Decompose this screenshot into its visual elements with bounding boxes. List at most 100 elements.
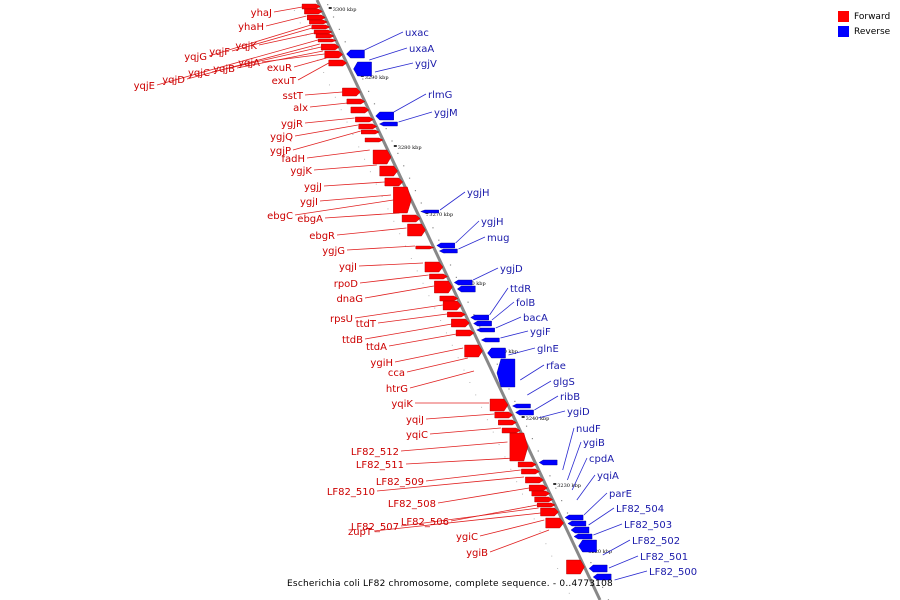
guide-dot xyxy=(385,128,387,130)
guide-dot xyxy=(566,512,569,514)
guide-dot xyxy=(352,134,354,135)
forward-gene-block xyxy=(313,29,333,35)
guide-dot xyxy=(562,580,564,582)
forward-gene-label: ygiC xyxy=(456,532,478,543)
leader-line xyxy=(364,285,434,299)
leader-line xyxy=(231,27,313,52)
reverse-gene-label: glgS xyxy=(553,377,575,388)
guide-dot xyxy=(555,487,557,489)
reverse-gene-block xyxy=(453,279,473,286)
reverse-gene-block xyxy=(436,242,456,249)
guide-dot xyxy=(537,450,539,452)
leader-line xyxy=(593,523,623,536)
forward-gene-block xyxy=(346,98,366,105)
forward-gene-label: ygjP xyxy=(270,146,291,157)
leader-line xyxy=(400,507,539,527)
forward-gene-label: yqjK xyxy=(235,41,257,52)
guide-dot xyxy=(420,202,422,204)
forward-gene-label: yhaJ xyxy=(251,8,272,19)
leader-line xyxy=(520,364,545,381)
forward-gene-label: LF82_507 xyxy=(351,522,399,533)
forward-gene-block xyxy=(447,311,466,318)
guide-dot xyxy=(473,314,475,316)
forward-gene-label: ebgR xyxy=(309,231,335,242)
guide-dot xyxy=(323,72,325,73)
scale-tick-label: 3270 kbp xyxy=(429,212,453,218)
forward-gene-block xyxy=(355,116,374,123)
guide-dot xyxy=(410,258,412,259)
guide-dot xyxy=(551,555,553,557)
leader-line xyxy=(261,53,325,63)
guide-dot xyxy=(457,357,459,359)
guide-dot xyxy=(332,16,335,18)
reverse-gene-block xyxy=(578,539,597,553)
leader-line xyxy=(400,441,508,452)
leader-line xyxy=(409,370,475,389)
leader-line xyxy=(472,267,499,281)
forward-gene-label: yqjG xyxy=(184,52,207,63)
forward-gene-label: LF82_511 xyxy=(356,460,404,471)
reverse-gene-label: ygjH xyxy=(467,188,490,199)
leader-line xyxy=(534,395,559,411)
guide-dot xyxy=(481,406,483,408)
guide-dot xyxy=(369,171,371,173)
reverse-gene-block xyxy=(570,526,590,534)
leader-line xyxy=(608,555,639,569)
forward-gene-label: yqiJ xyxy=(406,415,424,426)
guide-dot xyxy=(375,183,377,185)
reverse-gene-label: bacA xyxy=(523,313,548,324)
forward-gene-block xyxy=(494,411,514,419)
forward-gene-block xyxy=(309,19,328,25)
forward-gene-label: yqjI xyxy=(339,262,357,273)
leader-line xyxy=(583,492,608,516)
forward-gene-label: sstT xyxy=(283,91,304,102)
reverse-gene-label: glnE xyxy=(537,344,559,355)
reverse-gene-label: ygiB xyxy=(583,438,605,449)
reverse-gene-label: LF82_504 xyxy=(616,504,664,515)
guide-dot xyxy=(422,282,424,284)
reverse-gene-label: ygjM xyxy=(434,108,458,119)
forward-gene-block xyxy=(521,468,540,475)
leader-line xyxy=(567,441,582,481)
reverse-gene-label: parE xyxy=(609,489,632,500)
leader-line xyxy=(455,220,480,244)
forward-gene-label: htrG xyxy=(386,384,408,395)
scale-tick: 3300 kbp xyxy=(328,7,356,13)
forward-gene-block xyxy=(358,123,378,130)
leader-line xyxy=(406,357,468,373)
guide-dot xyxy=(601,586,604,588)
guide-dot xyxy=(403,165,405,167)
scale-tick-label: 3290 kbp xyxy=(365,75,389,81)
leader-line xyxy=(309,102,348,108)
scale-tick: 3230 kbp xyxy=(553,483,581,489)
leader-line xyxy=(571,457,588,491)
forward-gene-label: ygjQ xyxy=(270,132,293,143)
reverse-gene-block xyxy=(496,358,516,388)
forward-gene-label: yqjA xyxy=(238,58,260,69)
reverse-gene-label: mug xyxy=(487,233,509,244)
guide-dot xyxy=(557,568,559,569)
guide-dot xyxy=(440,320,442,321)
reverse-feature-blocks xyxy=(346,49,612,581)
reverse-gene-label: cpdA xyxy=(589,454,614,465)
forward-gene-block xyxy=(304,8,323,15)
scale-tick-label: 3230 kbp xyxy=(557,483,581,489)
forward-gene-block xyxy=(429,273,448,280)
reverse-gene-label: LF82_502 xyxy=(632,536,680,547)
leader-line xyxy=(458,236,486,250)
map-caption: Escherichia coli LF82 chromosome, comple… xyxy=(287,579,613,589)
guide-dot xyxy=(293,10,295,11)
forward-gene-label: ygjG xyxy=(322,246,345,257)
guide-dot xyxy=(340,109,342,111)
reverse-gene-block xyxy=(512,403,531,409)
forward-gene-label: yhaH xyxy=(238,22,264,33)
leader-line xyxy=(425,469,521,482)
leader-line xyxy=(508,347,536,356)
tick-layer: 3300 kbp 3290 kbp 3280 kbp 3270 kbp 3260 kbp… xyxy=(293,4,612,600)
scale-tick: 3240 kbp xyxy=(521,416,549,422)
guide-dot xyxy=(434,307,436,309)
forward-gene-label: ttdA xyxy=(366,342,387,353)
forward-gene-block xyxy=(372,149,392,165)
reverse-gene-label: LF82_503 xyxy=(624,520,672,531)
